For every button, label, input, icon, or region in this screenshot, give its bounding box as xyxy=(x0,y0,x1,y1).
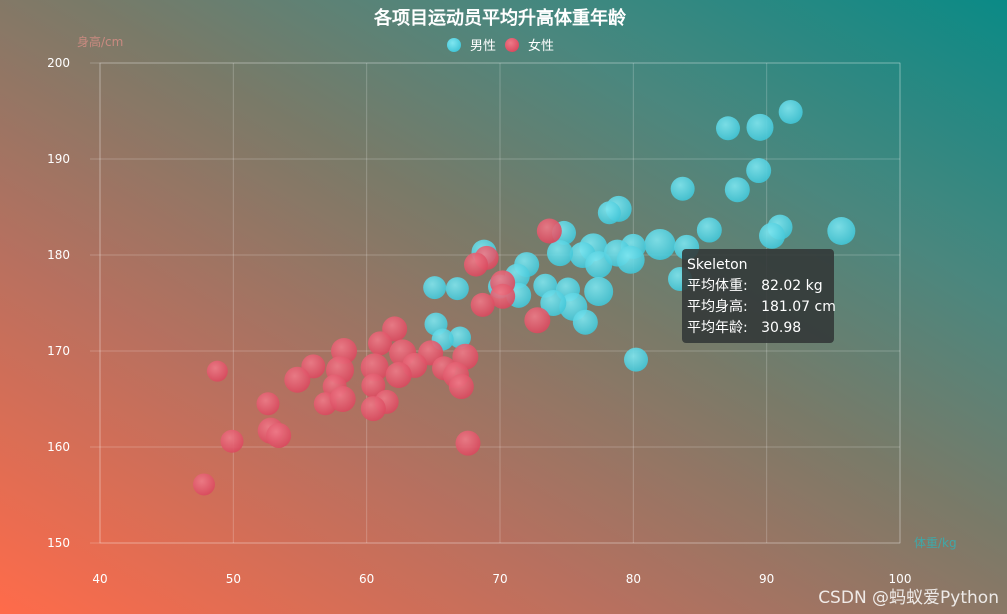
female-point[interactable] xyxy=(266,422,292,448)
tooltip: Skeleton 平均体重: 82.02 kg 平均身高: 181.07 cm … xyxy=(682,249,836,343)
male-point[interactable] xyxy=(547,240,573,267)
male-point[interactable] xyxy=(827,217,856,245)
x-tick-label: 90 xyxy=(759,572,774,586)
male-point[interactable] xyxy=(746,113,774,141)
plot-area-border xyxy=(99,62,901,544)
female-point[interactable] xyxy=(470,292,495,317)
tooltip-age-label: 平均年龄: xyxy=(687,320,748,336)
x-tick-label: 70 xyxy=(492,572,507,586)
male-point[interactable] xyxy=(644,228,676,260)
female-point[interactable] xyxy=(329,386,356,412)
tooltip-weight-value: 82.02 kg xyxy=(761,278,823,294)
series-male xyxy=(423,99,856,372)
female-point[interactable] xyxy=(464,252,488,277)
female-point[interactable] xyxy=(536,218,562,244)
x-tick-label: 50 xyxy=(226,572,241,586)
female-point[interactable] xyxy=(360,396,386,422)
male-point[interactable] xyxy=(584,276,614,306)
x-tick-label: 100 xyxy=(889,572,912,586)
legend-female-marker xyxy=(505,38,519,52)
male-point[interactable] xyxy=(670,176,695,201)
legend-item-female[interactable]: 女性 xyxy=(505,38,554,54)
female-point[interactable] xyxy=(256,392,280,416)
legend: 男性 女性 xyxy=(447,38,554,54)
tooltip-weight-label: 平均体重: xyxy=(687,278,748,294)
y-tick-label: 150 xyxy=(47,536,70,550)
x-tick-label: 60 xyxy=(359,572,374,586)
series-layer xyxy=(193,99,856,496)
female-point[interactable] xyxy=(455,430,481,456)
legend-female-label: 女性 xyxy=(528,38,554,54)
y-tick-label: 170 xyxy=(47,344,70,358)
tooltip-age-row: 平均年龄: 30.98 xyxy=(687,318,834,339)
male-point[interactable] xyxy=(778,99,803,124)
female-point[interactable] xyxy=(361,373,386,398)
legend-item-male[interactable]: 男性 xyxy=(447,38,496,54)
legend-male-label: 男性 xyxy=(470,39,496,54)
male-point[interactable] xyxy=(716,116,740,141)
tooltip-height-label: 平均身高: xyxy=(687,299,748,315)
y-tick-label: 200 xyxy=(47,56,70,70)
female-point[interactable] xyxy=(220,429,244,453)
male-point[interactable] xyxy=(423,276,447,300)
chart-title: 各项目运动员平均升高体重年龄 xyxy=(373,7,627,29)
female-point[interactable] xyxy=(385,362,412,388)
axis-ticks: 40 50 60 70 80 90 100 150 160 170 180 190 200 xyxy=(47,56,911,586)
male-point[interactable] xyxy=(616,245,645,274)
female-point[interactable] xyxy=(524,307,551,334)
male-point[interactable] xyxy=(449,326,471,349)
male-point[interactable] xyxy=(724,177,750,203)
x-tick-label: 40 xyxy=(92,572,107,586)
female-point[interactable] xyxy=(360,353,389,382)
legend-male-marker xyxy=(447,38,461,52)
x-tick-label: 80 xyxy=(626,572,641,586)
female-point[interactable] xyxy=(284,366,311,393)
male-point[interactable] xyxy=(540,290,567,316)
female-point[interactable] xyxy=(206,360,228,382)
y-tick-label: 180 xyxy=(47,248,70,262)
male-point[interactable] xyxy=(597,201,621,225)
y-axis-label: 身高/cm xyxy=(77,34,123,49)
watermark: CSDN @蚂蚁爱Python xyxy=(818,588,999,608)
tooltip-height-row: 平均身高: 181.07 cm xyxy=(687,297,836,318)
female-point[interactable] xyxy=(490,283,516,309)
male-point[interactable] xyxy=(445,277,469,301)
male-point[interactable] xyxy=(572,309,598,335)
female-point[interactable] xyxy=(448,374,474,400)
tooltip-name: Skeleton xyxy=(687,257,748,273)
series-female xyxy=(193,218,562,496)
male-point[interactable] xyxy=(624,347,648,372)
male-point[interactable] xyxy=(759,222,785,249)
tooltip-height-value: 181.07 cm xyxy=(761,299,836,315)
tooltip-age-value: 30.98 xyxy=(761,320,802,336)
female-point[interactable] xyxy=(193,473,215,496)
x-axis-label: 体重/kg xyxy=(914,536,957,550)
grid xyxy=(90,62,901,544)
tooltip-weight-row: 平均体重: 82.02 kg xyxy=(687,276,834,297)
y-tick-label: 160 xyxy=(47,440,70,454)
male-point[interactable] xyxy=(746,158,772,184)
y-tick-label: 190 xyxy=(47,152,70,166)
male-point[interactable] xyxy=(696,217,722,243)
female-point[interactable] xyxy=(368,331,392,356)
